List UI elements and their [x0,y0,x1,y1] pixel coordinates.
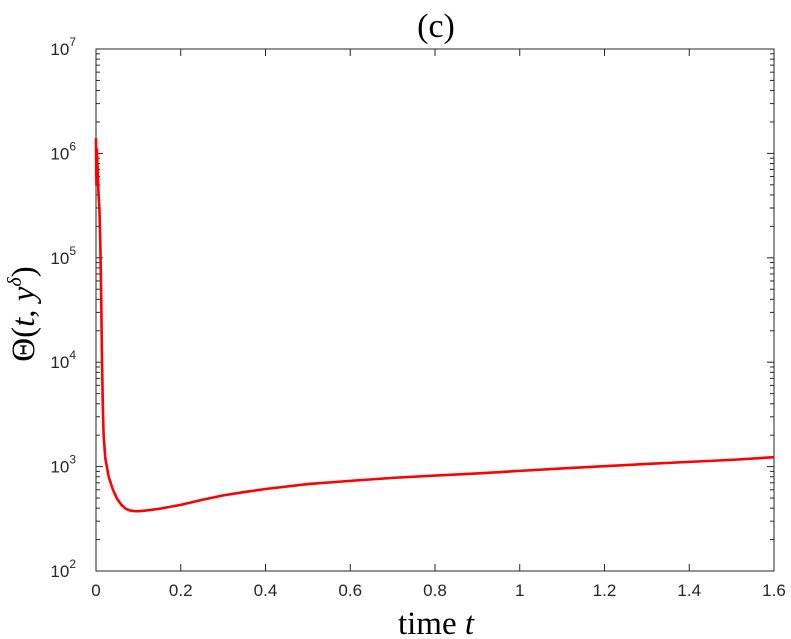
x-tick-label: 0.6 [338,581,362,600]
x-tick-label: 1.4 [677,581,701,600]
y-tick-label: 103 [50,453,76,477]
y-tick-label: 106 [50,139,76,163]
x-tick-label: 0.8 [423,581,447,600]
x-axis-label: time t [398,606,475,639]
x-tick-label: 1.2 [593,581,617,600]
x-tick-label: 1.6 [762,581,786,600]
x-tick-label: 0.4 [254,581,278,600]
y-tick-label: 105 [50,244,76,268]
series-line [94,138,775,513]
y-axis-label: Θ(t, yδ) [4,266,42,361]
axes-box [95,48,775,572]
y-tick-label: 102 [50,557,76,581]
x-tick-label: 0.2 [169,581,193,600]
plot-area: 0 0.2 0.4 0.6 0.8 1 1.2 1.4 1.6 102 103 104 105 106 10… [50,35,785,600]
y-tick-label: 104 [50,348,76,372]
chart-title: (c) [417,8,455,45]
x-tick-label: 1 [515,581,524,600]
x-tick-label: 0 [91,581,100,600]
y-tick-label: 107 [50,35,76,59]
